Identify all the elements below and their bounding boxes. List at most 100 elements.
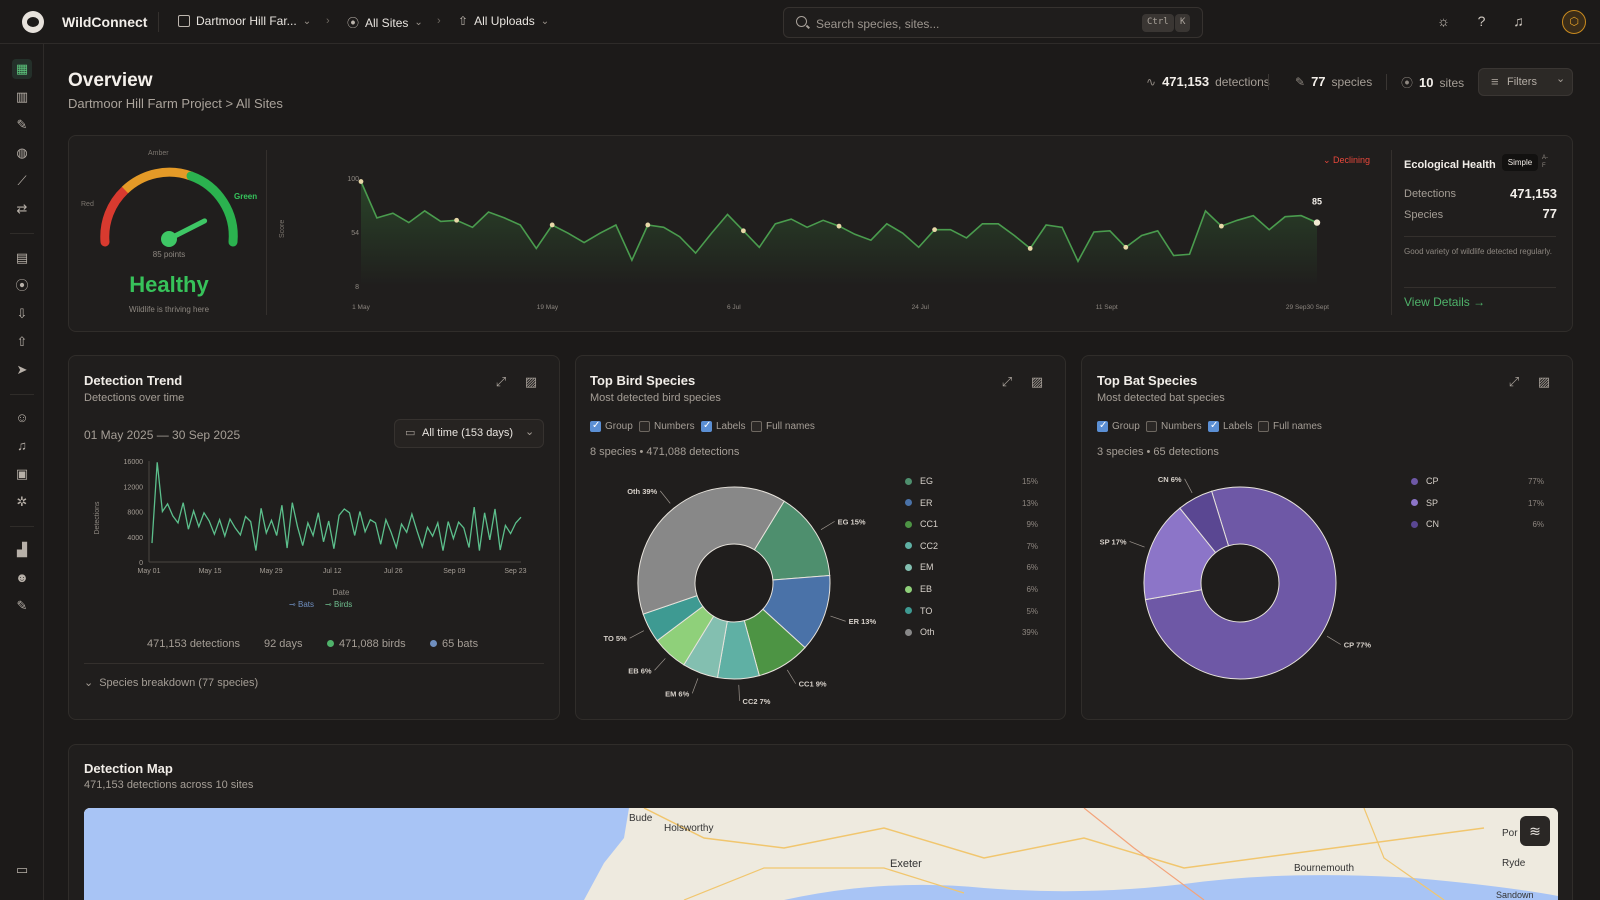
expand-icon[interactable]: ⤢ — [495, 374, 507, 389]
health-point[interactable] — [741, 228, 746, 234]
slice-leader — [659, 490, 671, 504]
globe-icon[interactable]: ◍ — [16, 145, 28, 160]
eco-toggle-simple[interactable]: Simple — [1502, 154, 1538, 171]
filters-button[interactable]: Filters — [1478, 68, 1573, 96]
breadcrumb[interactable]: Dartmoor Hill Farm Project > All Sites — [68, 96, 283, 111]
map-place: Bude — [629, 813, 653, 824]
legend-item-em[interactable]: EM — [905, 562, 934, 572]
help-icon[interactable]: ? — [1477, 13, 1486, 29]
health-point[interactable] — [836, 223, 842, 229]
app-logo[interactable] — [22, 11, 44, 33]
sun-icon[interactable]: ☼ — [1437, 13, 1450, 29]
species-breakdown-toggle[interactable]: ⌄ Species breakdown (77 species) — [84, 676, 258, 689]
bar-chart-icon[interactable]: ▥ — [15, 89, 29, 104]
map-pin-icon[interactable]: ⦿ — [15, 278, 29, 293]
pie-slice-cp[interactable] — [1144, 486, 1337, 680]
bell-icon[interactable]: ♫ — [17, 438, 27, 453]
team-icon[interactable]: ☻ — [15, 570, 29, 585]
chevron-down-icon: ⌄ — [414, 17, 423, 28]
stat-species: ✎ 77 species — [1295, 74, 1372, 89]
legend-item-oth[interactable]: Oth — [905, 627, 935, 637]
legend-item-sp[interactable]: SP — [1411, 498, 1438, 508]
health-point[interactable] — [454, 217, 459, 223]
health-point[interactable] — [645, 222, 651, 228]
route-icon[interactable]: ⇄ — [16, 201, 28, 216]
upload-icon[interactable]: ⇧ — [16, 334, 28, 349]
eco-toggle-af[interactable]: A-F — [1542, 155, 1548, 169]
checkbox-box[interactable] — [1146, 421, 1157, 432]
health-point[interactable] — [1219, 223, 1224, 229]
legend-item-er[interactable]: ER — [905, 498, 933, 508]
user-avatar[interactable]: ⬡ — [1562, 10, 1586, 34]
detection-map[interactable]: Bude Holsworthy Exeter Bournemouth Ryde … — [84, 808, 1558, 900]
search-input[interactable]: Search species, sites... Ctrl K — [783, 7, 1203, 38]
period-select[interactable]: ▭ All time (153 days) ⌄ — [394, 419, 544, 448]
settings-icon[interactable]: ✲ — [16, 494, 28, 509]
leaf-icon[interactable]: ✎ — [16, 598, 28, 613]
legend-item-cn[interactable]: CN — [1411, 519, 1439, 529]
checkbox-group[interactable]: Group — [1097, 420, 1140, 432]
building-icon[interactable]: ▟ — [17, 542, 27, 557]
uploads-selector[interactable]: ⇧ All Uploads ⌄ — [458, 14, 549, 28]
checkbox-labels[interactable]: Labels — [701, 420, 745, 432]
pie-slice-cn[interactable] — [1179, 490, 1230, 554]
legend-item-eb[interactable]: EB — [905, 584, 932, 594]
checkbox-numbers[interactable]: Numbers — [639, 421, 695, 432]
checkbox-labels[interactable]: Labels — [1208, 420, 1252, 432]
slice-label: Oth 39% — [627, 487, 657, 496]
expand-icon[interactable]: ⤢ — [1001, 374, 1013, 389]
image-export-icon[interactable]: ▨ — [1030, 374, 1044, 389]
stat-species-value: 77 — [1311, 74, 1326, 89]
checkbox-numbers[interactable]: Numbers — [1146, 421, 1202, 432]
checkbox-box[interactable] — [1258, 421, 1269, 432]
legend-item-cc2[interactable]: CC2 — [905, 541, 938, 551]
sidebar-divider — [10, 526, 34, 527]
sidebar-divider — [10, 233, 34, 234]
expand-icon[interactable]: ⤢ — [1508, 374, 1520, 389]
view-details-link[interactable]: View Details → — [1404, 295, 1485, 309]
image-export-icon[interactable]: ▨ — [1537, 374, 1551, 389]
health-point[interactable] — [932, 227, 937, 233]
checkbox-box[interactable] — [701, 420, 712, 432]
checkbox-box[interactable] — [1208, 420, 1219, 432]
health-last-point[interactable] — [1313, 219, 1321, 226]
users-icon[interactable]: ☺ — [15, 410, 29, 425]
clipboard-icon[interactable]: ▣ — [15, 466, 29, 481]
feather-icon[interactable]: ✎ — [16, 117, 28, 132]
dashboard-icon[interactable]: ▦ — [12, 59, 32, 79]
checkbox-box[interactable] — [590, 420, 601, 432]
send-icon[interactable]: ➤ — [16, 362, 28, 377]
checkbox-box[interactable] — [639, 421, 650, 432]
download-icon[interactable]: ⇩ — [16, 306, 28, 321]
legend-item-cc1[interactable]: CC1 — [905, 519, 938, 529]
map-title: Detection Map — [84, 761, 173, 776]
line-chart-icon[interactable]: ⟋ — [17, 173, 27, 188]
health-divider — [266, 150, 267, 315]
sites-selector[interactable]: ⦿ All Sites ⌄ — [347, 14, 423, 31]
checkbox-box[interactable] — [1097, 420, 1108, 432]
bell-icon[interactable]: ♫ — [1513, 13, 1524, 29]
legend-item-cp[interactable]: CP — [1411, 476, 1439, 486]
health-point[interactable] — [1027, 246, 1033, 251]
checkbox-full-names[interactable]: Full names — [751, 421, 815, 432]
x-tick-label: May 29 — [260, 568, 283, 575]
legend-item-to[interactable]: TO — [905, 606, 932, 616]
checkbox-full-names[interactable]: Full names — [1258, 421, 1322, 432]
health-point[interactable] — [358, 179, 364, 184]
checkbox-box[interactable] — [751, 421, 762, 432]
map-place: Ryde — [1502, 858, 1526, 869]
checkbox-group[interactable]: Group — [590, 420, 633, 432]
project-selector[interactable]: Dartmoor Hill Far... ⌄ — [178, 14, 311, 28]
top-birds-title: Top Bird Species — [590, 373, 696, 388]
file-icon[interactable]: ▤ — [15, 250, 29, 265]
layers-icon[interactable]: ≋ — [1520, 816, 1550, 846]
legend-item-eg[interactable]: EG — [905, 476, 933, 486]
slice-leader — [1129, 541, 1145, 548]
gauge-points: 85 points — [152, 250, 186, 259]
health-point[interactable] — [1123, 244, 1129, 250]
calendar-icon[interactable]: ▭ — [15, 862, 29, 877]
trend-legend[interactable]: ⊸ Bats ⊸ Birds — [289, 600, 352, 609]
pie-slice-oth[interactable] — [637, 486, 785, 615]
health-point[interactable] — [549, 222, 555, 228]
image-export-icon[interactable]: ▨ — [524, 374, 538, 389]
